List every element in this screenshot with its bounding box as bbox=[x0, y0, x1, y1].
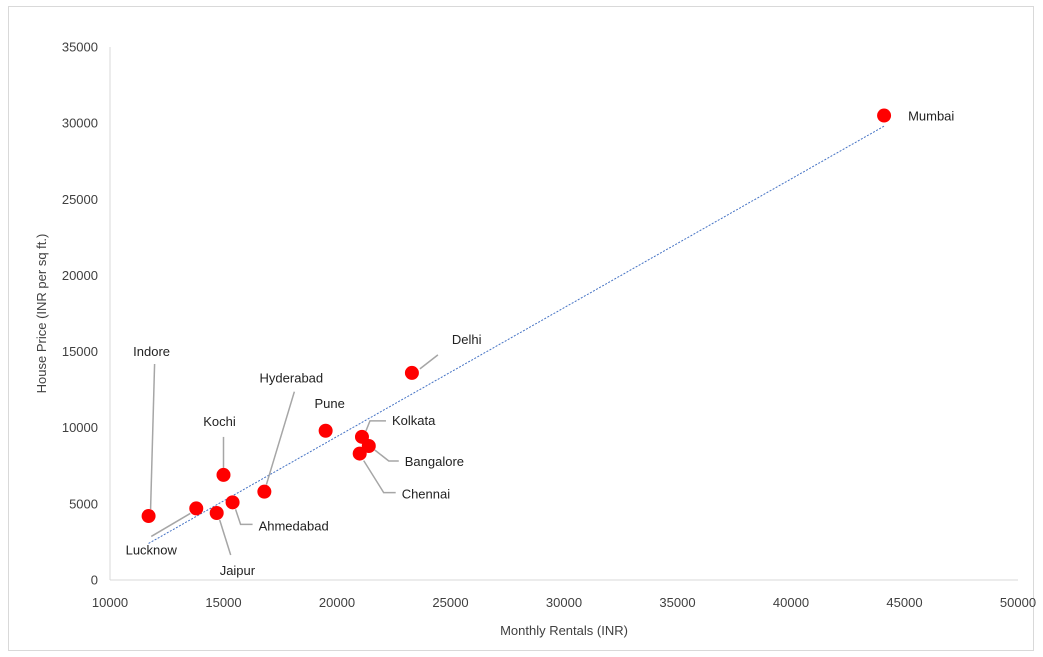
label-leader-lines bbox=[149, 354, 439, 556]
x-tick-label: 35000 bbox=[659, 595, 695, 610]
x-tick-label: 15000 bbox=[205, 595, 241, 610]
data-label-chennai: Chennai bbox=[402, 487, 451, 502]
data-point-chennai bbox=[352, 446, 367, 461]
y-tick-label: 30000 bbox=[62, 116, 98, 131]
data-label-indore: Indore bbox=[133, 344, 170, 359]
y-tick-label: 25000 bbox=[62, 192, 98, 207]
data-label-kochi: Kochi bbox=[203, 414, 236, 429]
leader-line-delhi bbox=[419, 354, 439, 370]
leader-line-lucknow bbox=[150, 512, 191, 538]
data-labels: Mumbai Delhi Kolkata Bangalore Chennai Pune Hy… bbox=[126, 109, 955, 578]
data-label-hyderabad: Hyderabad bbox=[260, 371, 324, 386]
leader-line-ahmedabad bbox=[234, 509, 253, 526]
data-label-kolkata: Kolkata bbox=[392, 413, 436, 428]
y-tick-label: 15000 bbox=[62, 344, 98, 359]
x-axis-ticks: 10000 15000 20000 25000 30000 35000 40000 45000… bbox=[92, 595, 1036, 610]
leader-line-kolkata bbox=[365, 420, 386, 432]
data-label-mumbai: Mumbai bbox=[908, 109, 954, 124]
x-tick-label: 25000 bbox=[432, 595, 468, 610]
data-label-bangalore: Bangalore bbox=[405, 454, 464, 469]
leader-line-chennai bbox=[363, 460, 396, 494]
x-tick-label: 40000 bbox=[773, 595, 809, 610]
data-label-delhi: Delhi bbox=[452, 332, 482, 347]
x-tick-label: 45000 bbox=[886, 595, 922, 610]
data-label-lucknow: Lucknow bbox=[126, 542, 178, 557]
y-axis-title: House Price (INR per sq ft.) bbox=[34, 234, 49, 394]
y-tick-label: 10000 bbox=[62, 420, 98, 435]
data-point-mumbai bbox=[877, 108, 892, 123]
x-tick-label: 10000 bbox=[92, 595, 128, 610]
x-tick-label: 30000 bbox=[546, 595, 582, 610]
data-label-ahmedabad: Ahmedabad bbox=[259, 518, 329, 533]
leader-line-indore bbox=[149, 364, 156, 510]
y-tick-label: 0 bbox=[91, 573, 98, 588]
x-axis-title: Monthly Rentals (INR) bbox=[500, 623, 628, 638]
x-tick-label: 20000 bbox=[319, 595, 355, 610]
y-tick-label: 5000 bbox=[69, 496, 98, 511]
leader-line-jaipur bbox=[218, 519, 232, 556]
x-tick-label: 50000 bbox=[1000, 595, 1036, 610]
data-point-indore bbox=[141, 509, 156, 524]
trendline bbox=[148, 125, 885, 544]
data-label-pune: Pune bbox=[314, 396, 344, 411]
data-label-jaipur: Jaipur bbox=[220, 563, 256, 578]
data-point-kochi bbox=[216, 467, 231, 482]
data-point-jaipur bbox=[209, 505, 224, 520]
data-point-lucknow bbox=[189, 501, 204, 516]
leader-line-bangalore bbox=[374, 449, 399, 462]
y-tick-label: 35000 bbox=[62, 40, 98, 55]
data-points bbox=[141, 108, 892, 524]
data-point-delhi bbox=[404, 365, 419, 380]
y-tick-label: 20000 bbox=[62, 268, 98, 283]
y-axis-ticks: 0 5000 10000 15000 20000 25000 30000 35000 bbox=[62, 40, 98, 588]
leader-line-hyderabad bbox=[265, 391, 296, 485]
chart-frame bbox=[8, 6, 1034, 651]
data-point-ahmedabad bbox=[225, 495, 240, 510]
data-point-hyderabad bbox=[257, 484, 272, 499]
data-point-pune bbox=[318, 423, 333, 438]
